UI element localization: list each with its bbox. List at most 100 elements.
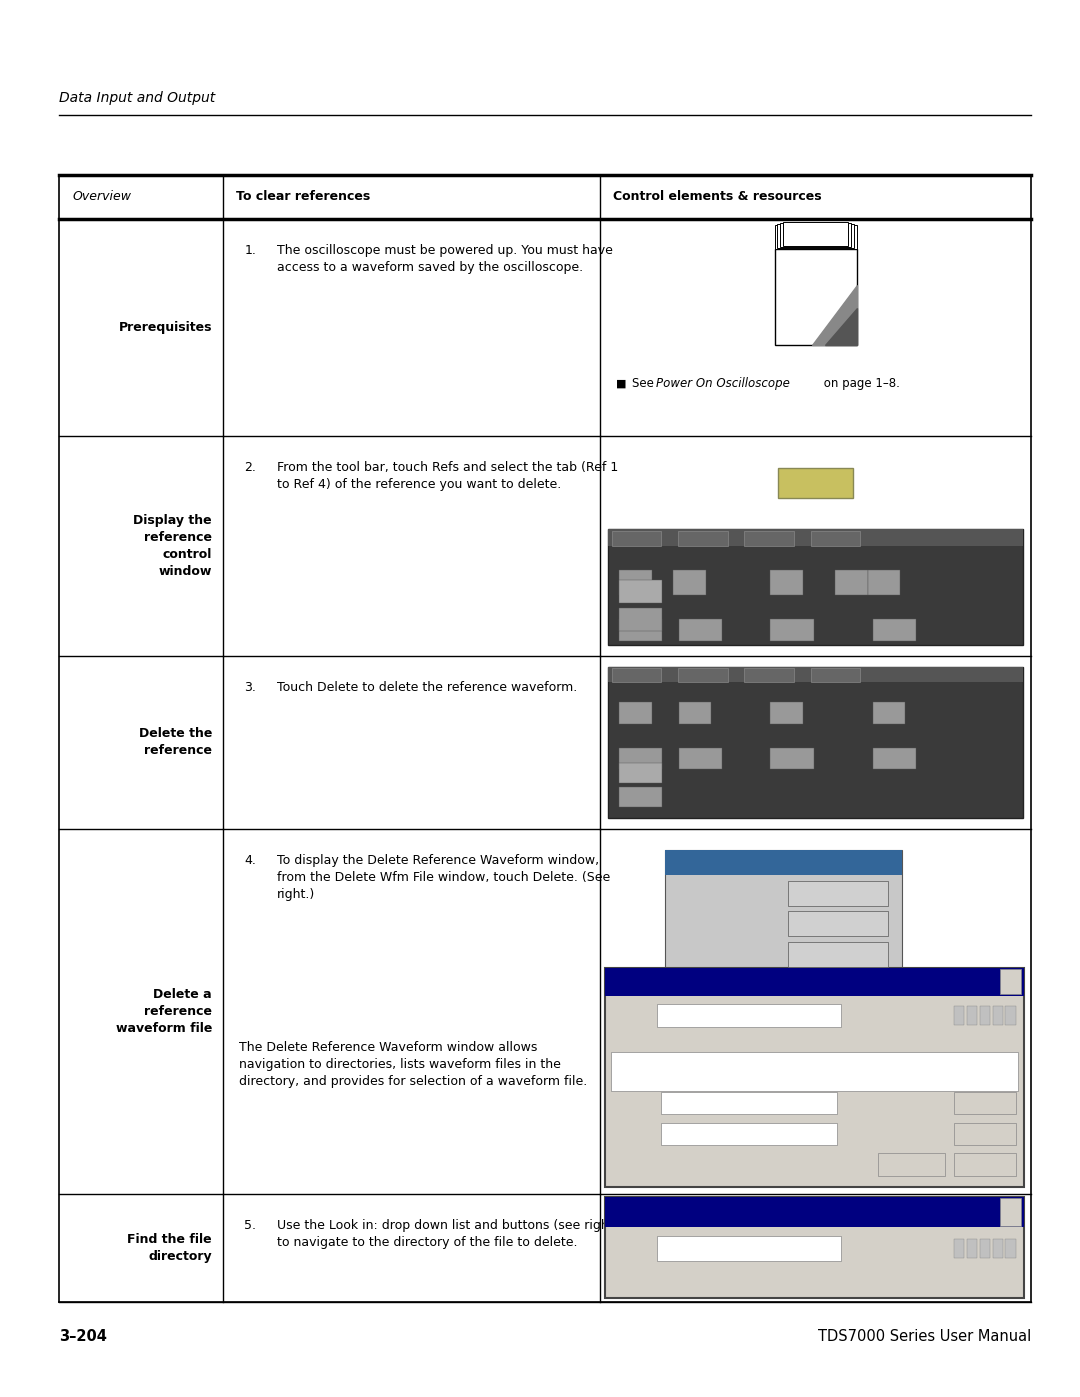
Text: Refs: Refs bbox=[829, 535, 841, 541]
Bar bbox=[678, 669, 728, 683]
Text: Scale: Scale bbox=[678, 743, 692, 747]
Bar bbox=[744, 531, 794, 546]
Bar bbox=[608, 668, 1023, 683]
Bar bbox=[954, 1239, 964, 1259]
Bar bbox=[954, 1006, 964, 1025]
Text: Refs: Refs bbox=[802, 478, 828, 488]
Text: Delete: Delete bbox=[632, 590, 650, 594]
Text: Delete Wfm File: Delete Wfm File bbox=[873, 613, 917, 619]
Text: Use the Look in: drop down list and buttons (see right)
to navigate to the direc: Use the Look in: drop down list and butt… bbox=[276, 1220, 618, 1249]
Bar bbox=[770, 570, 802, 595]
Text: TDS7000 Series User Manual: TDS7000 Series User Manual bbox=[819, 1329, 1031, 1344]
Text: 3.: 3. bbox=[244, 682, 256, 694]
Text: Recall Ref1 from File: Recall Ref1 from File bbox=[873, 697, 922, 701]
Text: Find the file
directory: Find the file directory bbox=[127, 1234, 212, 1263]
Text: Files of type:: Files of type: bbox=[612, 1130, 662, 1140]
Text: Overview: Overview bbox=[72, 190, 132, 204]
Bar bbox=[661, 1092, 837, 1115]
Bar bbox=[980, 1006, 990, 1025]
Text: Position: Position bbox=[678, 697, 698, 701]
Text: Delete Reference Waveform: Delete Reference Waveform bbox=[612, 1207, 734, 1217]
Text: Scale: Scale bbox=[678, 613, 693, 619]
Bar bbox=[657, 1236, 841, 1261]
Bar bbox=[835, 570, 867, 595]
Text: Ref1: Ref1 bbox=[635, 617, 647, 622]
Text: done: done bbox=[829, 953, 846, 957]
Bar bbox=[774, 225, 856, 249]
Bar bbox=[873, 619, 916, 641]
Text: From the tool bar, touch Refs and select the tab (Ref 1
to Ref 4) of the referen: From the tool bar, touch Refs and select… bbox=[276, 461, 618, 490]
Bar bbox=[661, 1123, 837, 1146]
Bar bbox=[619, 570, 651, 595]
Bar bbox=[664, 849, 902, 971]
Text: Look in:: Look in: bbox=[612, 1245, 643, 1255]
Text: Save Wfm to File: Save Wfm to File bbox=[781, 613, 827, 619]
Bar bbox=[619, 609, 662, 631]
Bar bbox=[744, 669, 794, 683]
Text: Waveforms: Waveforms bbox=[661, 1243, 704, 1253]
Bar bbox=[774, 249, 856, 345]
Text: Waveforms: Waveforms bbox=[661, 1011, 704, 1020]
Text: x: x bbox=[1009, 979, 1012, 985]
Bar bbox=[993, 1006, 1003, 1025]
Bar bbox=[783, 222, 848, 246]
Text: 1.: 1. bbox=[244, 244, 256, 257]
Text: Save Wfm to Ref1: Save Wfm to Ref1 bbox=[781, 697, 825, 701]
Bar bbox=[811, 669, 861, 683]
Text: on page 1–8.: on page 1–8. bbox=[820, 377, 900, 390]
Text: Open Keyboard: Open Keyboard bbox=[887, 1162, 936, 1166]
Bar bbox=[878, 1154, 945, 1176]
Text: Prerequisites: Prerequisites bbox=[119, 321, 212, 334]
Text: Refs: Refs bbox=[829, 672, 841, 678]
Text: Display: Display bbox=[619, 564, 639, 570]
Text: The Delete Reference Waveform window allows
navigation to directories, lists wav: The Delete Reference Waveform window all… bbox=[239, 1041, 588, 1088]
Text: Ref3: Ref3 bbox=[762, 672, 775, 678]
Bar bbox=[811, 531, 861, 546]
Text: Ref1: Ref1 bbox=[631, 535, 643, 541]
Text: Label: Label bbox=[619, 613, 634, 619]
Bar bbox=[673, 570, 705, 595]
Polygon shape bbox=[825, 307, 856, 345]
Bar bbox=[619, 581, 662, 604]
Bar bbox=[777, 225, 854, 249]
Bar bbox=[608, 529, 1023, 645]
Bar bbox=[954, 1123, 1016, 1146]
Bar bbox=[967, 1006, 977, 1025]
Text: The oscilloscope must be powered up. You must have
access to a waveform saved by: The oscilloscope must be powered up. You… bbox=[276, 244, 612, 274]
Bar bbox=[678, 703, 711, 725]
Text: Display: Display bbox=[619, 697, 637, 701]
Bar bbox=[608, 668, 1023, 817]
Text: Delete the
reference: Delete the reference bbox=[138, 728, 212, 757]
Text: 2.: 2. bbox=[244, 461, 256, 474]
Text: Display the
reference
control
window: Display the reference control window bbox=[133, 514, 212, 578]
Text: Look in:: Look in: bbox=[612, 1013, 643, 1021]
Text: Ref3: Ref3 bbox=[762, 535, 775, 541]
Bar bbox=[954, 1154, 1016, 1176]
Bar bbox=[678, 749, 721, 770]
Text: Delete Wfm File: Delete Wfm File bbox=[813, 922, 863, 926]
Text: Start: Start bbox=[831, 891, 846, 895]
Text: Recall Ref1 from File: Recall Ref1 from File bbox=[873, 564, 929, 570]
Text: Help: Help bbox=[976, 1160, 994, 1169]
Bar bbox=[993, 1239, 1003, 1259]
Bar bbox=[867, 570, 900, 595]
Text: Save Wfm to File: Save Wfm to File bbox=[781, 743, 822, 747]
Bar bbox=[619, 703, 651, 725]
Text: x: x bbox=[1009, 1208, 1012, 1215]
Text: Control elements & resources: Control elements & resources bbox=[612, 190, 822, 204]
Bar bbox=[678, 531, 728, 546]
Text: Ref1: Ref1 bbox=[631, 672, 643, 678]
Bar bbox=[954, 1092, 1016, 1115]
Text: Touch Delete to delete the reference waveform.: Touch Delete to delete the reference wav… bbox=[276, 682, 577, 694]
Bar bbox=[605, 968, 1024, 996]
Bar bbox=[605, 1197, 1024, 1228]
Text: Delete: Delete bbox=[972, 1098, 998, 1108]
Text: Ref2: Ref2 bbox=[697, 535, 710, 541]
Text: Cancel: Cancel bbox=[972, 1129, 998, 1139]
Text: Save Wfm to Ref1: Save Wfm to Ref1 bbox=[781, 564, 831, 570]
Bar bbox=[611, 531, 661, 546]
Bar bbox=[1000, 970, 1021, 995]
Bar bbox=[59, 175, 1031, 219]
Text: 5.: 5. bbox=[244, 1220, 256, 1232]
Text: Label: Label bbox=[619, 743, 633, 747]
